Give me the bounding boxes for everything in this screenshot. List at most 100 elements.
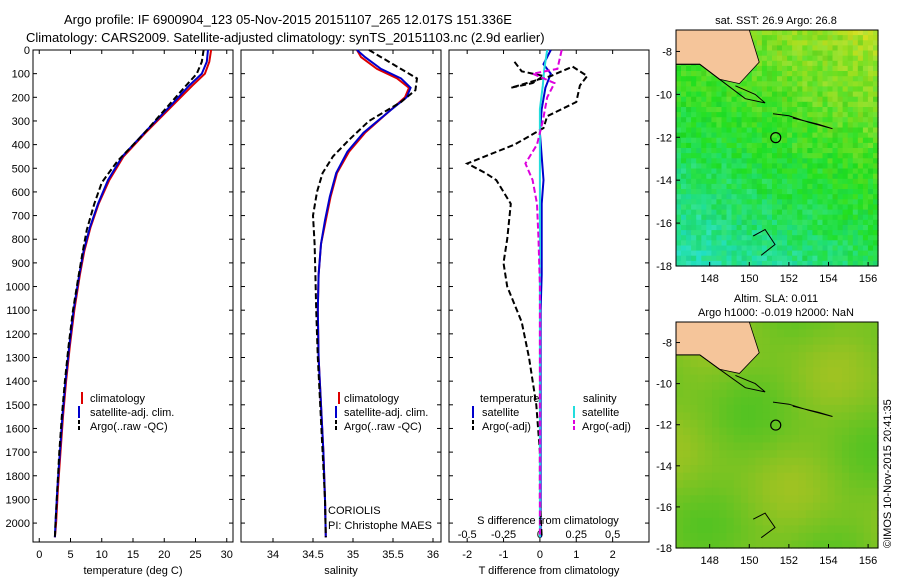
map-cell bbox=[731, 168, 738, 175]
map-cell bbox=[711, 178, 717, 185]
map-cell bbox=[696, 250, 702, 257]
map-cell bbox=[719, 510, 728, 519]
map-cell bbox=[751, 225, 758, 231]
map-cell bbox=[755, 495, 764, 504]
map-cell bbox=[676, 465, 684, 474]
map-cell bbox=[807, 65, 813, 72]
map-cell bbox=[704, 367, 713, 376]
map-cell bbox=[711, 173, 717, 180]
map-cell bbox=[755, 442, 764, 451]
map-cell bbox=[756, 235, 763, 241]
map-cell bbox=[817, 189, 823, 195]
map-cell bbox=[733, 397, 742, 406]
map-cell bbox=[733, 517, 742, 526]
map-cell bbox=[832, 194, 839, 200]
map-cell bbox=[813, 389, 821, 398]
map-cell bbox=[721, 158, 728, 164]
map-cell bbox=[712, 374, 720, 383]
map-cell bbox=[813, 329, 821, 338]
map-cell bbox=[762, 367, 771, 376]
map-cell bbox=[761, 214, 768, 221]
map-cell bbox=[726, 158, 733, 164]
map-cell bbox=[756, 173, 763, 180]
map-cell bbox=[736, 178, 743, 185]
map-cell bbox=[716, 214, 722, 221]
map-cell bbox=[822, 40, 829, 46]
map-cell bbox=[812, 86, 818, 93]
map-cell bbox=[751, 240, 758, 246]
map-cell bbox=[870, 329, 879, 338]
map-cell bbox=[777, 225, 783, 231]
map-cell bbox=[726, 91, 733, 98]
map-cell bbox=[721, 137, 728, 144]
map-cell bbox=[827, 132, 834, 139]
map-cell bbox=[690, 359, 699, 368]
map-cell bbox=[784, 427, 792, 436]
map-cell bbox=[812, 45, 818, 52]
map-cell bbox=[802, 260, 808, 267]
map-cell bbox=[867, 86, 874, 93]
map-cell bbox=[769, 532, 778, 541]
map-cell bbox=[805, 487, 814, 496]
map-cell bbox=[827, 374, 836, 383]
map-cell bbox=[755, 540, 764, 549]
map-cell bbox=[704, 397, 713, 406]
map-cell bbox=[798, 367, 807, 376]
map-cell bbox=[704, 374, 713, 383]
map-cell bbox=[792, 153, 798, 159]
map-cell bbox=[842, 71, 849, 77]
map-cell bbox=[726, 183, 733, 190]
map-cell bbox=[777, 194, 783, 200]
map-cell bbox=[837, 81, 844, 87]
map-cell bbox=[807, 76, 813, 82]
map-cell bbox=[782, 71, 788, 77]
map-cell bbox=[751, 219, 758, 226]
map-cell bbox=[822, 245, 829, 252]
map-cell bbox=[716, 199, 722, 205]
map-cell bbox=[870, 322, 879, 331]
map-cell bbox=[706, 127, 712, 134]
map-cell bbox=[841, 322, 850, 331]
map-cell bbox=[711, 127, 717, 134]
map-cell bbox=[741, 91, 748, 98]
map-cell bbox=[822, 158, 829, 164]
map-cell bbox=[762, 419, 771, 428]
map-cell bbox=[852, 112, 859, 118]
map-cell bbox=[873, 230, 879, 236]
ytick-label: 700 bbox=[12, 211, 30, 223]
map-cell bbox=[873, 45, 879, 52]
map-cell bbox=[686, 214, 692, 221]
map-cell bbox=[817, 153, 823, 159]
map-cell bbox=[746, 168, 753, 175]
map-cell bbox=[701, 163, 707, 170]
map-cell bbox=[706, 148, 712, 154]
map-cell bbox=[873, 178, 879, 185]
map-cell bbox=[832, 122, 839, 128]
map-cell bbox=[847, 194, 854, 200]
map-cell bbox=[863, 540, 872, 549]
map-cell bbox=[716, 189, 722, 195]
map-cell bbox=[820, 382, 829, 391]
map-cell bbox=[867, 168, 874, 175]
map-cell bbox=[690, 352, 699, 361]
map-cell bbox=[697, 435, 706, 444]
map-cell bbox=[798, 352, 807, 361]
map-cell bbox=[711, 214, 717, 221]
map-cell bbox=[746, 117, 753, 123]
map-cell bbox=[761, 204, 768, 211]
map-cell bbox=[867, 245, 874, 252]
map-cell bbox=[769, 525, 778, 534]
map-cell bbox=[837, 183, 844, 190]
map-cell bbox=[812, 137, 818, 144]
map-cell bbox=[847, 250, 854, 257]
difference-legend: temperature salinity satellite Argo(-adj… bbox=[472, 393, 631, 433]
map-cell bbox=[847, 214, 854, 221]
map-cell bbox=[862, 245, 869, 252]
map-cell bbox=[772, 168, 778, 175]
map-cell bbox=[761, 96, 768, 103]
map-cell bbox=[683, 487, 691, 496]
ytick-label: 2000 bbox=[6, 518, 30, 530]
map-cell bbox=[798, 502, 807, 511]
map-cell bbox=[719, 532, 728, 541]
map-cell bbox=[837, 163, 844, 170]
